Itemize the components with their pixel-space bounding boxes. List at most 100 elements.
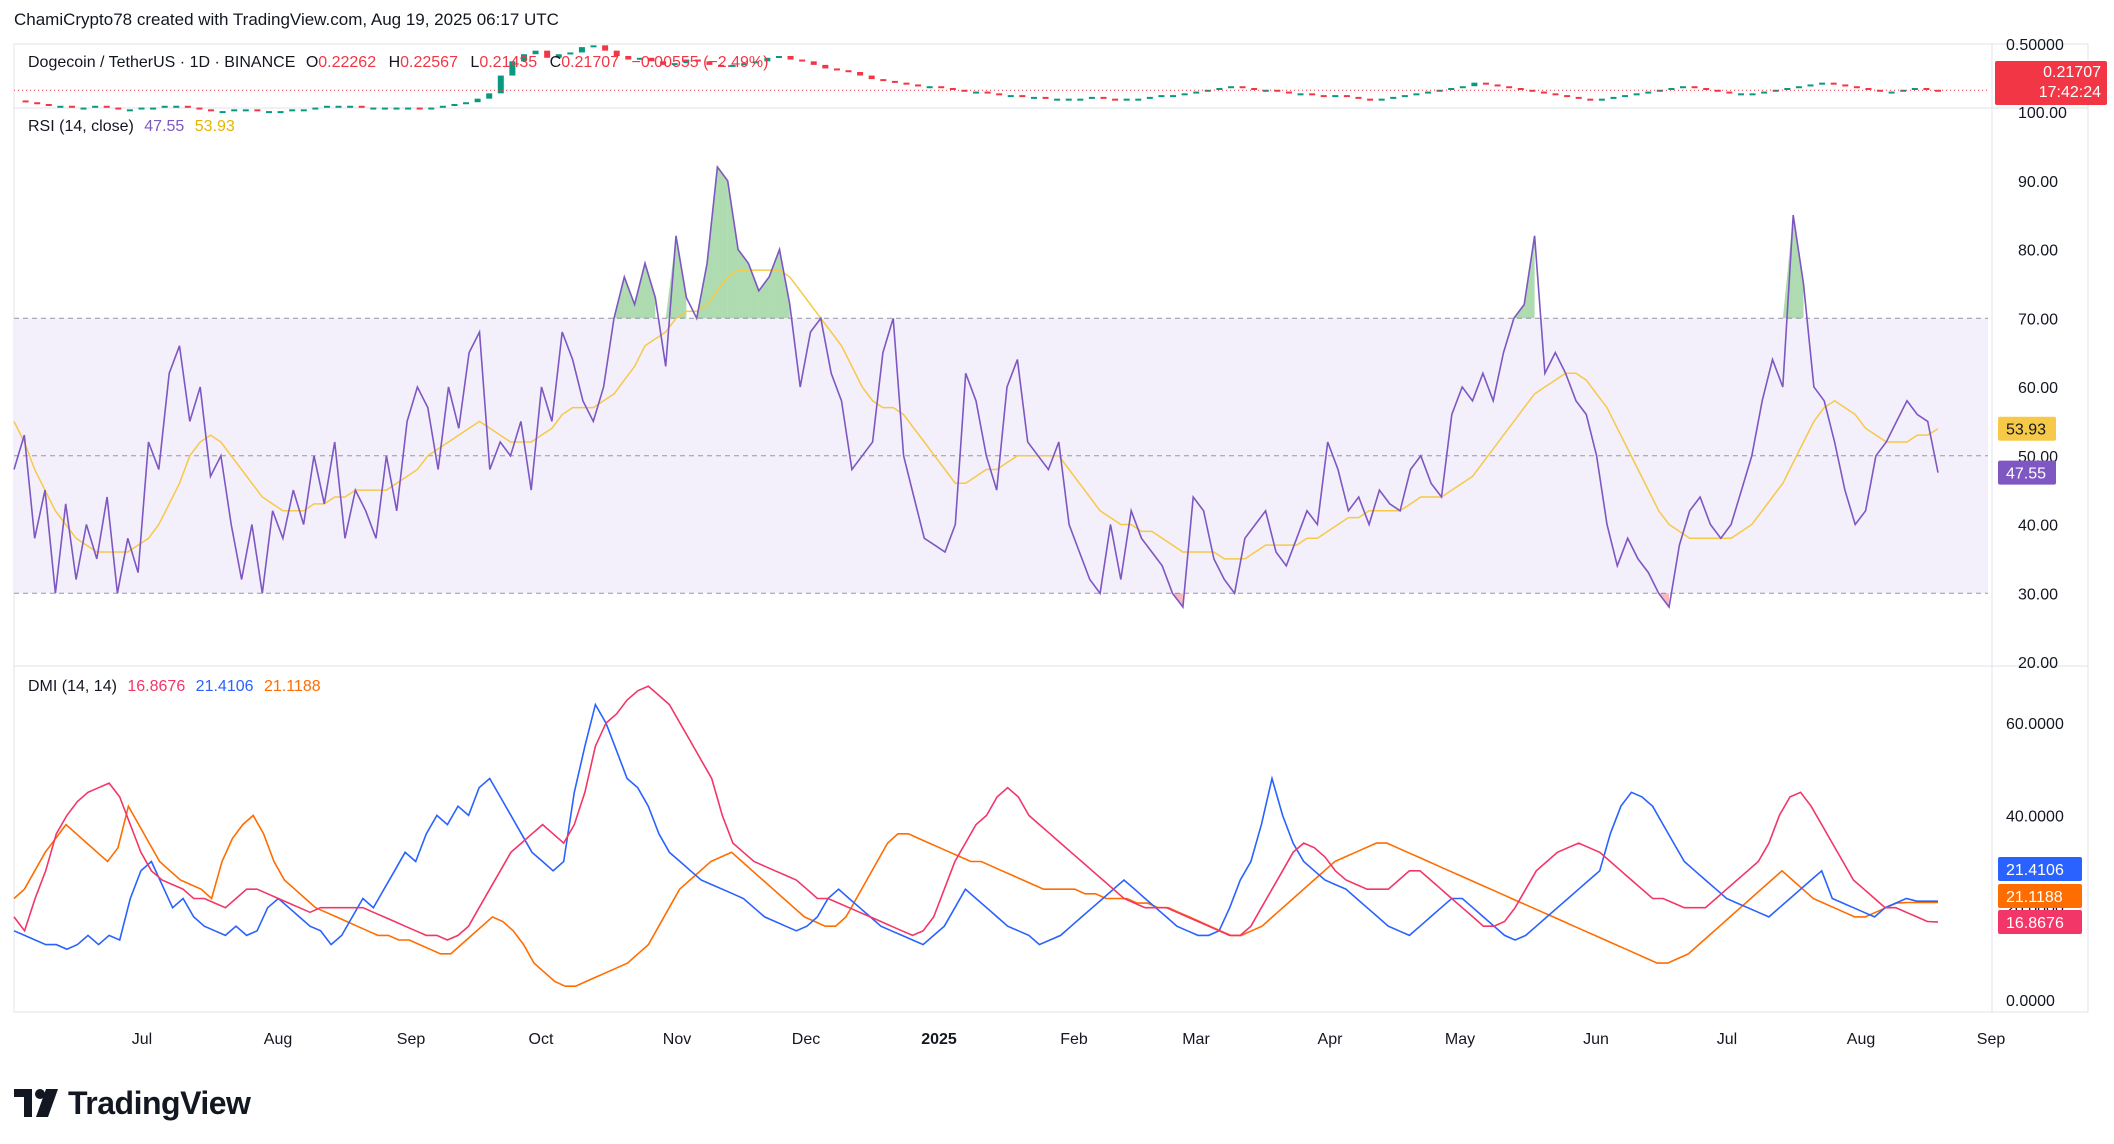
rsi-axis-tick: 70.00	[2018, 311, 2058, 328]
price-candle	[126, 109, 133, 112]
price-candle	[138, 107, 145, 110]
price-candle	[1552, 93, 1559, 96]
symbol-legend[interactable]: Dogecoin / TetherUS · 1D · BINANCE O0.22…	[28, 54, 774, 72]
price-candle	[1007, 95, 1014, 98]
price-candle	[1680, 86, 1687, 89]
price-candle	[219, 111, 226, 114]
price-candle	[347, 105, 354, 108]
price-candle	[845, 70, 852, 73]
price-candle	[1251, 88, 1258, 90]
close-value: C0.21707	[549, 54, 620, 71]
price-candle	[335, 105, 342, 108]
price-candle	[1714, 89, 1721, 92]
price-candle	[648, 57, 655, 62]
price-candle	[1077, 98, 1084, 101]
price-candle	[103, 105, 110, 108]
price-candle	[1575, 96, 1582, 99]
rsi-overbought-fill	[707, 167, 718, 319]
price-candle	[961, 89, 968, 92]
price-candle	[660, 61, 667, 65]
price-candle	[1633, 93, 1640, 96]
rsi-axis-tick: 90.00	[2018, 174, 2058, 191]
open-value: O0.22262	[305, 54, 377, 71]
price-candle	[1297, 93, 1304, 96]
price-candle	[277, 111, 284, 114]
price-candle	[509, 61, 516, 76]
price-candle	[393, 107, 400, 110]
rsi-axis-tick: 30.00	[2018, 586, 2058, 603]
price-candle	[358, 105, 365, 108]
tradingview-logo[interactable]: TradingView	[14, 1083, 251, 1123]
rsi-overbought-fill	[748, 263, 759, 319]
price-candle	[857, 72, 864, 76]
price-candle	[1471, 82, 1478, 87]
symbol-name: Dogecoin / TetherUS · 1D · BINANCE	[28, 54, 296, 71]
price-candle	[1772, 89, 1779, 92]
price-candle	[1853, 86, 1860, 89]
price-candle	[949, 88, 956, 90]
rsi-overbought-fill	[769, 249, 780, 319]
rsi-overbought-fill	[738, 249, 749, 319]
price-candle	[1761, 91, 1768, 94]
price-candle	[891, 80, 898, 83]
dmi-axis-tick: 60.0000	[2006, 716, 2064, 733]
price-candle	[300, 109, 307, 112]
price-candle	[973, 91, 979, 94]
x-axis-tick: Sep	[397, 1031, 426, 1048]
plus-di-value-tag	[1998, 910, 2082, 934]
price-candle	[1900, 89, 1907, 92]
price-candle	[555, 54, 562, 58]
price-candle	[718, 64, 725, 67]
price-candle	[57, 105, 64, 108]
price-candle	[1112, 98, 1119, 101]
x-axis-tick: Jul	[1717, 1031, 1737, 1048]
price-candle	[1726, 91, 1733, 94]
price-candle	[1413, 93, 1420, 96]
price-candle	[1656, 89, 1663, 92]
price-candle	[1239, 86, 1246, 89]
price-candle	[1227, 86, 1234, 89]
plus-di-value-tag-text: 16.8676	[2006, 915, 2064, 932]
x-axis-tick: Dec	[792, 1031, 820, 1048]
chart-credit: ChamiCrypto78 created with TradingView.c…	[14, 10, 559, 29]
price-candle	[463, 102, 470, 105]
price-candle	[799, 59, 806, 62]
rsi-legend[interactable]: RSI (14, close) 47.55 53.93	[28, 118, 241, 136]
price-candle	[405, 107, 412, 110]
high-value: H0.22567	[388, 54, 458, 71]
rsi-value-tag-text: 47.55	[2006, 466, 2046, 483]
price-candle	[1343, 95, 1350, 98]
price-candle	[775, 56, 782, 58]
price-candle	[1042, 96, 1049, 99]
price-candle	[1540, 91, 1547, 94]
price-candle	[184, 105, 191, 108]
minus-di-legend-value: 21.4106	[195, 678, 254, 695]
price-candle	[34, 102, 41, 105]
price-candle	[1123, 98, 1130, 101]
price-candle	[1367, 98, 1374, 101]
price-candle	[926, 86, 933, 89]
rsi-ma-legend-value: 53.93	[194, 118, 235, 135]
price-candle	[1401, 95, 1408, 98]
price-candle	[822, 64, 829, 69]
dmi-legend[interactable]: DMI (14, 14) 16.8676 21.4106 21.1188	[28, 678, 327, 696]
price-candle	[1204, 89, 1211, 92]
adx-value-tag	[1998, 884, 2082, 908]
price-candle	[45, 104, 52, 106]
price-candle	[694, 59, 701, 62]
price-candle	[729, 64, 736, 67]
rsi-overbought-fill	[1793, 215, 1804, 319]
price-candle	[1737, 93, 1744, 96]
price-candle	[1054, 98, 1061, 101]
price-candle	[1877, 89, 1884, 92]
price-candle	[1564, 95, 1571, 98]
price-candle	[1610, 96, 1617, 99]
adx-value-tag-text: 21.1188	[2006, 889, 2063, 906]
price-candle	[741, 63, 748, 66]
price-candle	[1309, 93, 1316, 96]
price-candle	[80, 107, 87, 110]
price-candle	[312, 107, 319, 110]
price-candle	[613, 50, 620, 56]
plus-di-line	[13, 685, 1939, 941]
